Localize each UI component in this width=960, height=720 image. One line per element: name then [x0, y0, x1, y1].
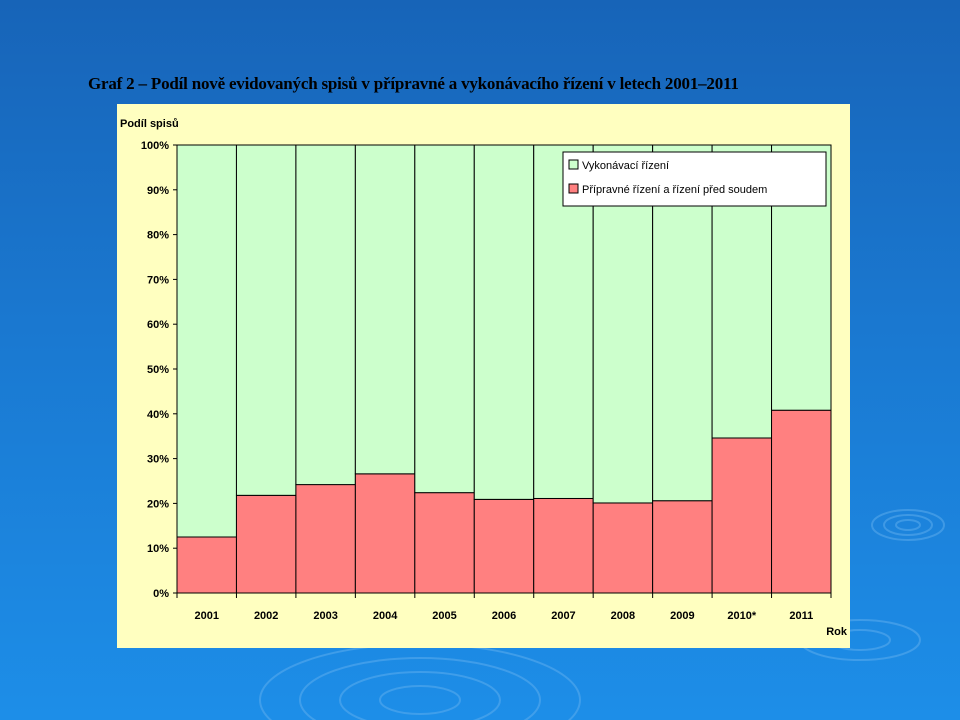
- y-tick-label: 80%: [147, 230, 169, 242]
- bar-vykonavaci-4: [414, 144, 475, 494]
- y-tick-label: 0%: [153, 588, 169, 600]
- bar-pripravne-8: [652, 500, 713, 594]
- bar-vykonavaci-3: [354, 144, 416, 475]
- y-tick-label: 90%: [147, 185, 169, 197]
- bar-pripravne-3: [354, 473, 416, 594]
- bar-vykonavaci-5: [473, 144, 535, 500]
- bar-vykonavaci-2: [295, 144, 356, 486]
- bar-pripravne-7: [592, 502, 654, 594]
- bar-pripravne-5: [473, 498, 535, 594]
- x-tick-label: 2007: [551, 610, 575, 622]
- x-tick-label: 2006: [492, 610, 516, 622]
- y-tick-label: 70%: [147, 274, 169, 286]
- bar-pripravne-9: [711, 437, 773, 594]
- page-title: Graf 2 – Podíl nově evidovaných spisů v …: [88, 74, 739, 93]
- x-tick-label: 2001: [194, 610, 218, 622]
- x-tick-label: 2008: [611, 610, 635, 622]
- x-tick-label: 2002: [254, 610, 278, 622]
- bar-pripravne-4: [414, 492, 475, 594]
- y-axis-label: Podíl spisů: [120, 118, 179, 130]
- y-tick-label: 60%: [147, 319, 169, 331]
- x-axis-label: Rok: [826, 626, 848, 638]
- x-tick-label: 2003: [313, 610, 337, 622]
- y-tick-label: 50%: [147, 364, 169, 376]
- chart-panel: Podíl spisů Rok 2001 2002 2003 2004 2005 2006…: [117, 104, 850, 648]
- y-tick-label: 100%: [141, 140, 169, 152]
- legend: Vykonávací řízení Přípravné řízení a říze…: [562, 151, 827, 207]
- legend-label: Vykonávací řízení: [582, 160, 669, 172]
- x-tick-label: 2010*: [727, 610, 756, 622]
- bar-pripravne-1: [235, 494, 297, 594]
- bar-vykonavaci-0: [176, 144, 237, 538]
- legend-box: [562, 151, 827, 207]
- y-tick-label: 30%: [147, 454, 169, 466]
- bar-pripravne-6: [533, 497, 594, 594]
- axes-group: 2001 2002 2003 2004 2005 2006 2007 2008 2009 2010…: [141, 140, 832, 622]
- legend-label: Přípravné řízení a řízení před soudem: [582, 184, 767, 196]
- stacked-bar-chart: Podíl spisů Rok 2001 2002 2003 2004 2005 2006…: [120, 118, 848, 638]
- bar-pripravne-2: [295, 484, 356, 594]
- y-tick-label: 40%: [147, 409, 169, 421]
- x-tick-label: 2005: [432, 610, 456, 622]
- y-tick-label: 20%: [147, 498, 169, 510]
- bars-group: [176, 144, 832, 594]
- bar-pripravne-0: [176, 536, 237, 594]
- bar-pripravne-10: [771, 409, 832, 594]
- x-tick-label: 2004: [373, 610, 398, 622]
- bar-vykonavaci-1: [235, 144, 297, 496]
- y-tick-label: 10%: [147, 543, 169, 555]
- legend-swatch: [568, 183, 579, 194]
- legend-swatch: [568, 159, 579, 170]
- x-tick-label: 2011: [789, 610, 813, 622]
- x-tick-label: 2009: [670, 610, 694, 622]
